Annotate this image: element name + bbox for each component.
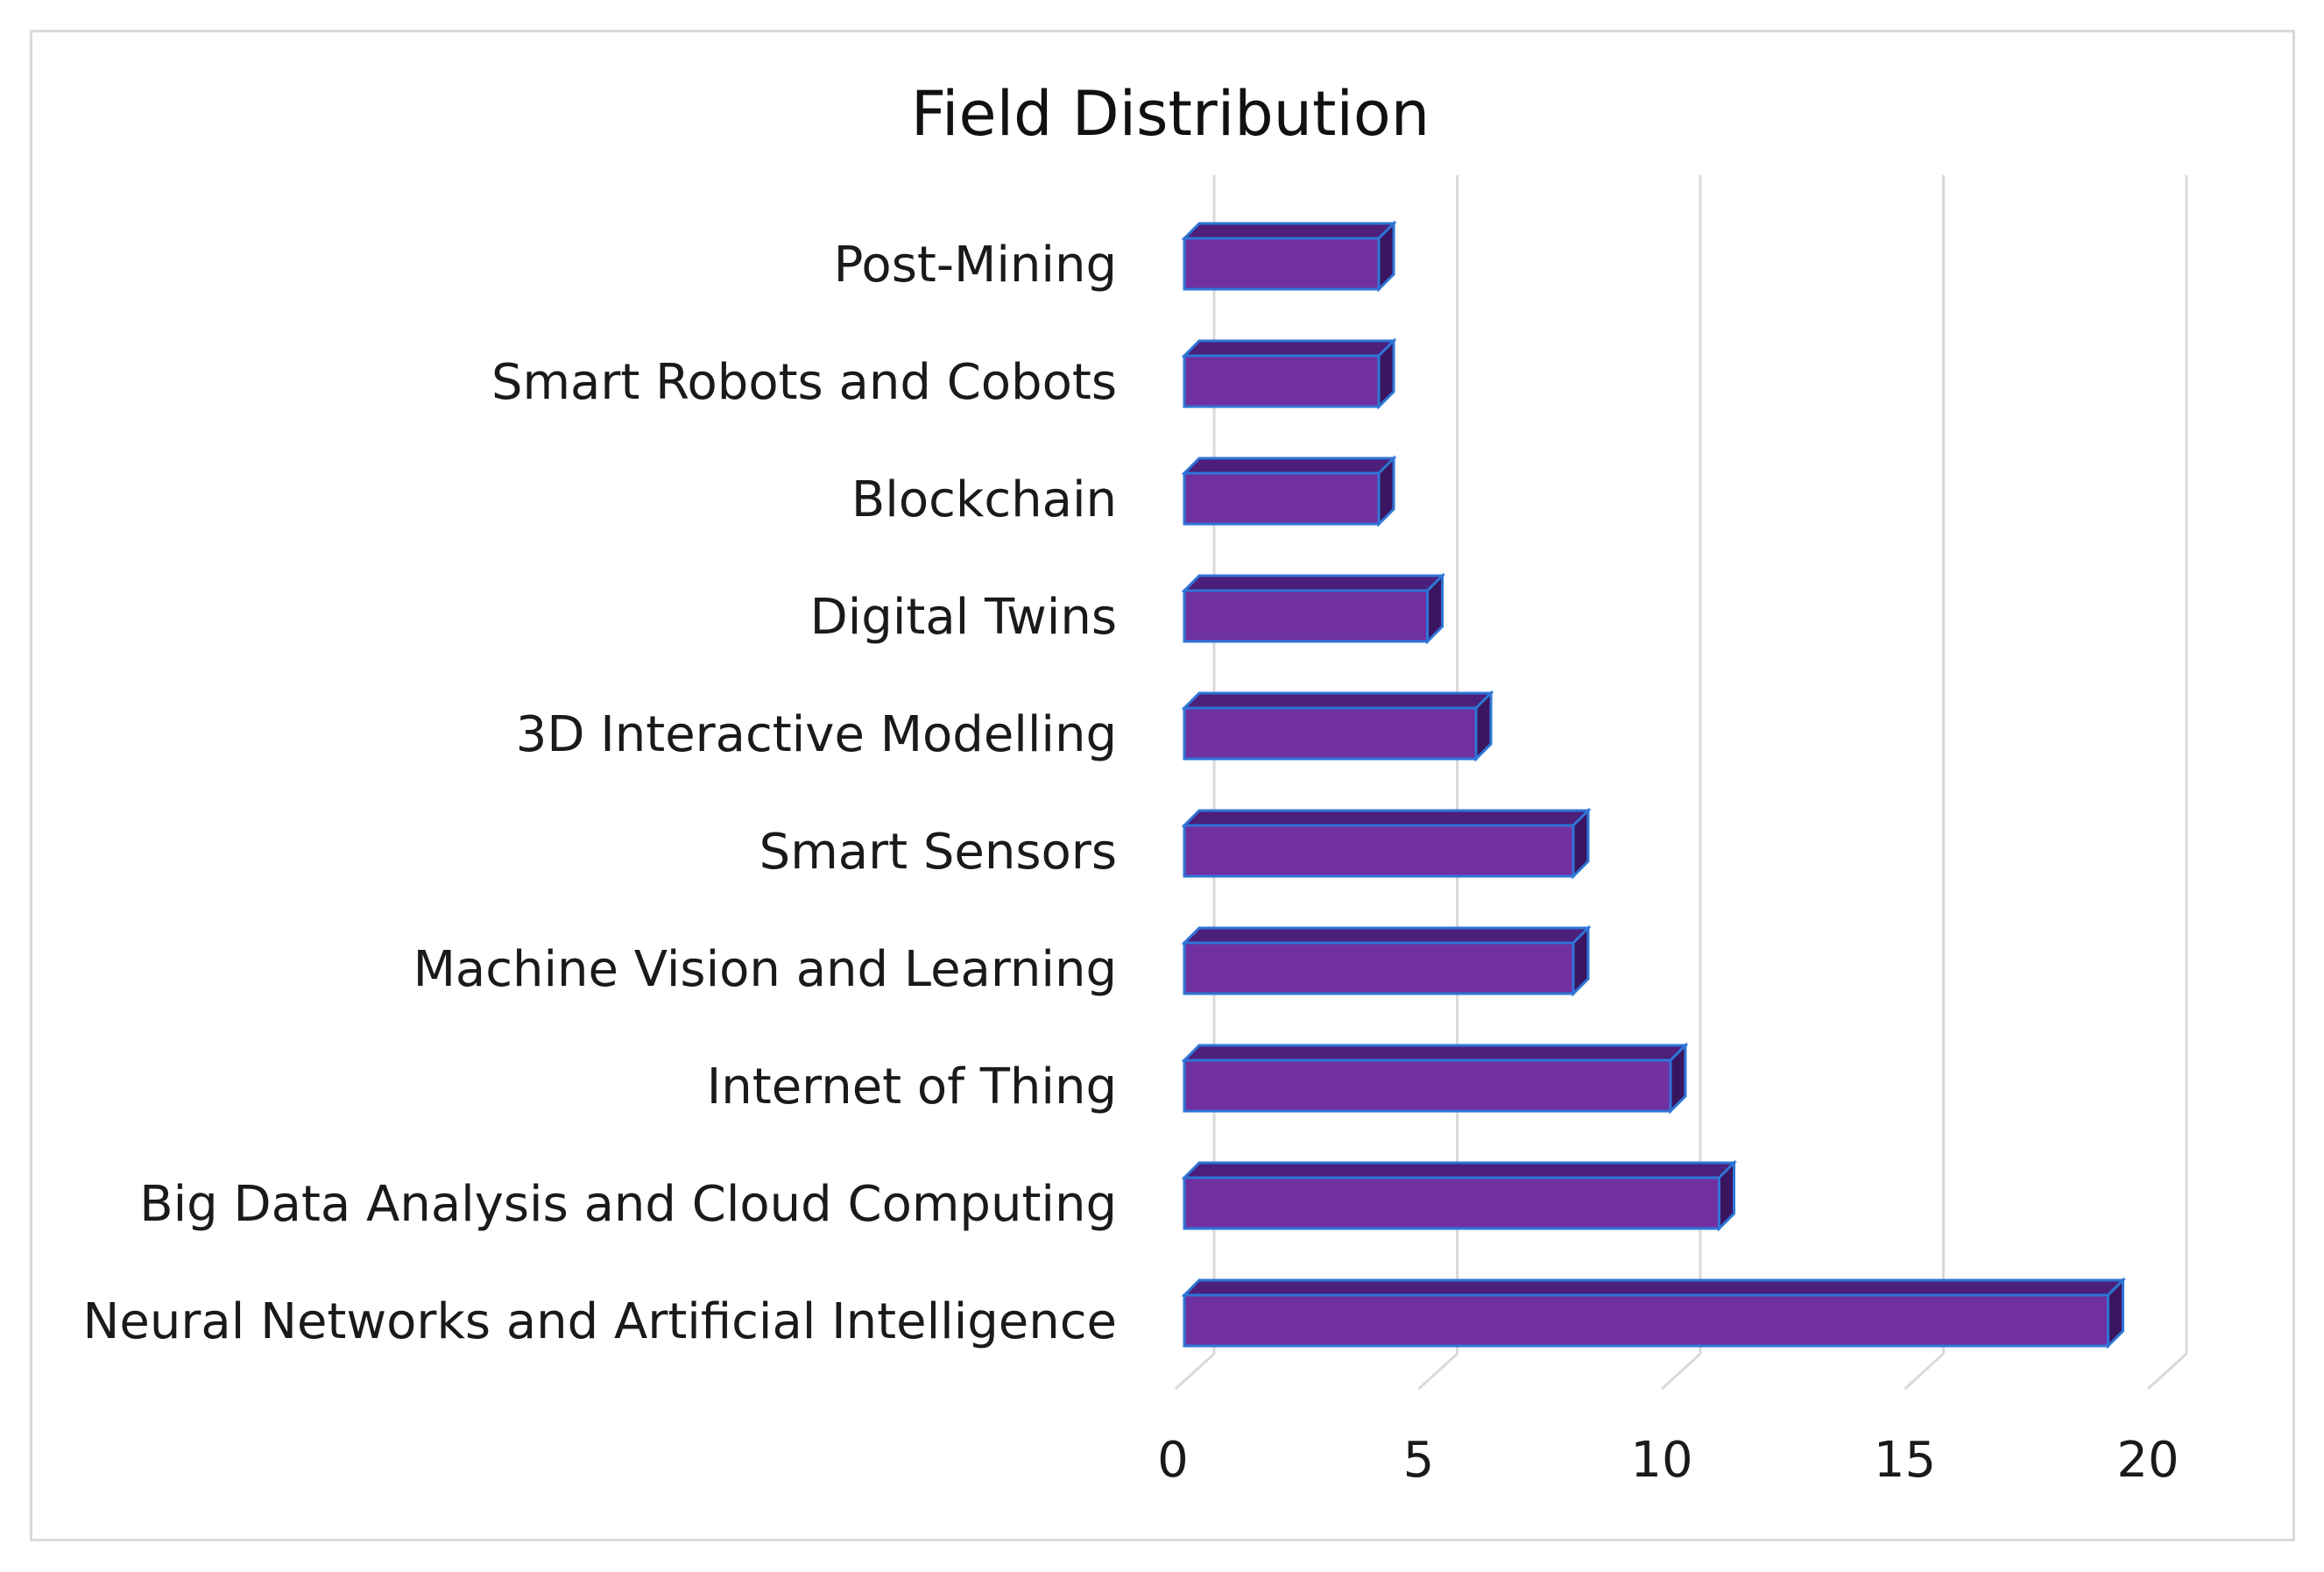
bar-front-face	[1183, 471, 1381, 526]
chart-title: Field Distribution	[911, 78, 1430, 150]
bar-front-face	[1183, 589, 1429, 643]
category-labels: Neural Networks and Artificial Intellige…	[83, 237, 1117, 1350]
bar-top-face	[1181, 1161, 1738, 1179]
bar-top-face	[1181, 1044, 1689, 1062]
bar	[1181, 924, 1592, 997]
bar	[1181, 807, 1592, 880]
bar-top-face	[1181, 1278, 2127, 1297]
x-tick-label: 20	[2116, 1432, 2179, 1489]
bar	[1181, 337, 1397, 410]
bar-front-face	[1183, 1176, 1720, 1230]
bar	[1181, 1042, 1689, 1115]
floor-gridline	[2146, 1352, 2188, 1391]
bar-top-face	[1181, 926, 1592, 945]
floor-gridline	[1417, 1352, 1459, 1391]
bar-top-face	[1181, 457, 1397, 475]
bar-front-face	[1183, 706, 1478, 761]
bar-top-face	[1181, 222, 1397, 240]
category-label: Smart Sensors	[759, 824, 1117, 881]
category-label: Digital Twins	[810, 589, 1117, 646]
bar-top-face	[1181, 574, 1446, 592]
bar-front-face	[1183, 1293, 2109, 1348]
bar-front-face	[1183, 1059, 1672, 1113]
bar	[1181, 1159, 1738, 1232]
bars	[1181, 220, 2127, 1349]
category-label: 3D Interactive Modelling	[516, 706, 1117, 763]
bar-front-face	[1183, 354, 1381, 408]
bar-top-face	[1181, 691, 1494, 710]
x-tick-label: 15	[1874, 1432, 1936, 1489]
category-label: Post-Mining	[834, 237, 1117, 294]
bar	[1181, 1277, 2127, 1349]
bar	[1181, 572, 1446, 645]
category-label: Machine Vision and Learning	[413, 941, 1117, 998]
bar-front-face	[1183, 237, 1381, 291]
floor-gridline	[1904, 1352, 1945, 1391]
category-label: Neural Networks and Artificial Intellige…	[83, 1293, 1117, 1350]
bar-front-face	[1183, 824, 1575, 878]
category-label: Big Data Analysis and Cloud Computing	[139, 1176, 1117, 1233]
bar-top-face	[1181, 339, 1397, 358]
bar	[1181, 455, 1397, 528]
x-tick-label: 0	[1157, 1432, 1189, 1489]
x-tick-label: 5	[1403, 1432, 1435, 1489]
x-tick-label: 10	[1630, 1432, 1692, 1489]
category-label: Internet of Thing	[707, 1059, 1117, 1115]
floor-gridline	[1660, 1352, 1702, 1391]
bar-front-face	[1183, 941, 1575, 995]
floor-gridline	[1174, 1352, 1216, 1391]
bar-top-face	[1181, 809, 1592, 827]
category-label: Smart Robots and Cobots	[491, 354, 1117, 411]
bar	[1181, 220, 1397, 293]
category-label: Blockchain	[851, 471, 1117, 528]
bar	[1181, 690, 1494, 762]
x-axis-ticks: 0 5 10 15 20	[1157, 1432, 2179, 1489]
